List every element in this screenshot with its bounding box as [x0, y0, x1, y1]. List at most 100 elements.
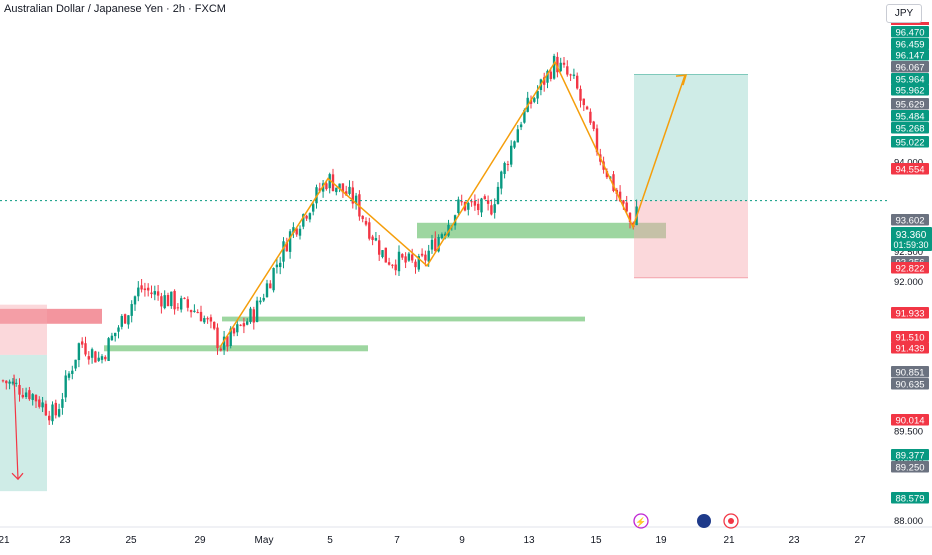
current-price-text: 93.360	[896, 230, 927, 241]
candle-body	[259, 300, 262, 303]
candle-body	[437, 236, 440, 252]
candle-body	[51, 404, 54, 422]
candle-body	[67, 373, 71, 378]
x-tick-label: 29	[194, 535, 206, 546]
candle-body	[546, 70, 549, 83]
x-tick-label: 25	[125, 535, 137, 546]
candle-body	[401, 254, 404, 258]
price-label-box	[891, 122, 929, 134]
candle-body	[153, 291, 156, 295]
candle-body	[480, 198, 483, 213]
candle-body	[556, 56, 559, 73]
candle-body	[569, 74, 572, 76]
candle-body	[440, 234, 444, 239]
candle-body	[133, 296, 137, 305]
candle-body	[562, 62, 566, 65]
candle-body	[150, 292, 153, 295]
candle-body	[460, 201, 463, 203]
price-label-text: 89.377	[895, 451, 924, 462]
candle-body	[170, 291, 173, 307]
candle-body	[529, 99, 533, 104]
price-label-box	[891, 84, 929, 96]
candle-body	[265, 283, 269, 298]
candle-body	[341, 183, 345, 193]
candle-body	[246, 321, 249, 325]
candle-body	[513, 141, 516, 148]
candle-body	[305, 215, 308, 219]
candle-body	[467, 203, 470, 210]
candle-body	[589, 111, 592, 123]
price-label-text: 95.962	[895, 86, 924, 97]
price-label-box	[891, 366, 929, 378]
candle-body	[625, 202, 628, 212]
candle-body	[166, 295, 170, 307]
candle-body	[572, 74, 576, 76]
zone-demand-1	[222, 316, 585, 322]
candle-body	[255, 300, 259, 322]
candle-body	[585, 106, 589, 110]
candle-body	[582, 98, 585, 106]
price-label-box	[891, 136, 929, 148]
candle-body	[394, 264, 397, 271]
candle-body	[180, 298, 183, 310]
x-tick-label: 19	[655, 535, 667, 546]
price-label-text: 88.579	[895, 494, 924, 505]
pattern-arrowhead	[675, 74, 688, 86]
price-label-box	[891, 98, 929, 110]
record-event-dot	[728, 518, 734, 524]
candle-body	[434, 238, 437, 252]
candle-body	[510, 145, 513, 165]
candle-body	[312, 204, 315, 212]
candle-body	[628, 212, 632, 223]
candle-body	[496, 186, 500, 204]
y-tick-label: 89.500	[894, 426, 923, 437]
candle-body	[516, 129, 519, 143]
price-label-box	[891, 414, 929, 426]
zone-target-4	[634, 74, 748, 201]
candle-body	[351, 187, 354, 204]
x-tick-label: 9	[459, 535, 465, 546]
candle-body	[533, 98, 536, 102]
candle-body	[189, 310, 193, 313]
candle-body	[417, 256, 420, 270]
candle-body	[114, 332, 117, 337]
candle-body	[414, 261, 417, 268]
zone-stop-7	[0, 304, 47, 355]
candle-body	[31, 394, 34, 400]
x-tick-label: 23	[788, 535, 800, 546]
price-label-box	[891, 61, 929, 73]
candle-body	[71, 370, 74, 374]
candle-body	[397, 251, 401, 272]
price-label-box	[891, 26, 929, 38]
candle-body	[559, 62, 562, 72]
candle-body	[196, 312, 199, 314]
zone-demand-2	[104, 345, 368, 352]
candle-body	[104, 356, 107, 360]
price-label-text: 93.602	[895, 216, 924, 227]
candle-body	[117, 327, 120, 332]
candle-body	[219, 348, 222, 351]
candle-body	[288, 231, 292, 252]
candle-body	[21, 394, 24, 398]
price-label-box	[891, 378, 929, 390]
candle-body	[378, 240, 381, 255]
candle-body	[8, 381, 11, 384]
candle-body	[81, 341, 84, 345]
candle-body	[222, 336, 226, 350]
candle-body	[622, 200, 625, 204]
candle-body	[552, 55, 556, 79]
candle-body	[61, 399, 64, 408]
lightning-glyph: ⚡	[635, 516, 646, 528]
price-label-box	[891, 38, 929, 50]
price-label-text: 95.484	[895, 112, 924, 123]
candle-body	[420, 253, 424, 256]
candle-body	[229, 328, 232, 346]
price-label-box	[891, 307, 929, 319]
currency-button[interactable]: JPY	[886, 4, 922, 23]
x-tick-label: 21	[723, 535, 735, 546]
candle-body	[28, 390, 31, 400]
x-tick-label: 13	[523, 535, 535, 546]
candle-body	[523, 109, 526, 123]
